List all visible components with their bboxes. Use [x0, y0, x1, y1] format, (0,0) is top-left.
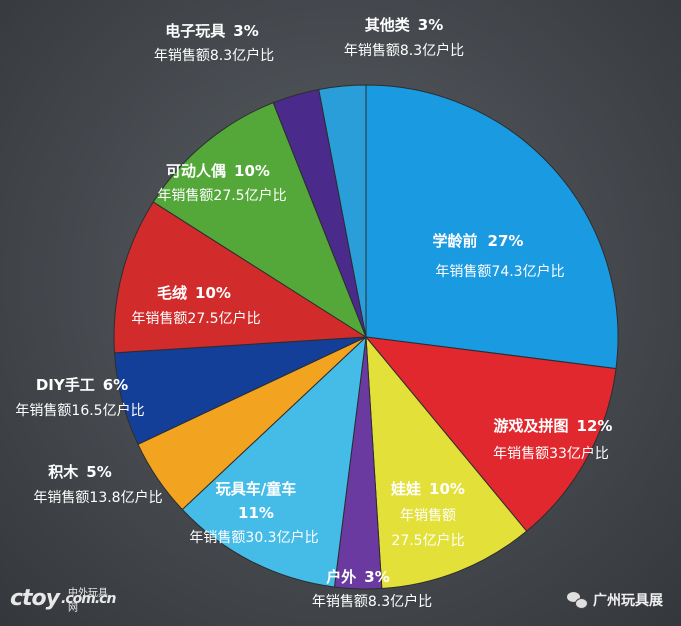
label-blocks-sales: 年销售额13.8亿户比 — [33, 489, 162, 506]
label-plush-sales: 年销售额27.5亿户比 — [131, 310, 260, 327]
pie-slice-action-figures — [152, 102, 368, 339]
label-action-figures-title: 可动人偶 10% — [166, 162, 270, 180]
label-dolls-title: 娃娃 10% — [390, 480, 465, 498]
wechat-icon — [567, 592, 588, 609]
pie-slice-games — [364, 336, 617, 532]
pie-slice-ride-on — [181, 335, 367, 588]
label-ride-on-title: 玩具车/童车 — [216, 480, 296, 498]
label-electronic-title: 电子玩具 3% — [165, 22, 258, 40]
pie-slices — [113, 84, 619, 590]
label-other-sales: 年销售额8.3亿户比 — [344, 42, 464, 59]
label-action-figures-sales: 年销售额27.5亿户比 — [157, 187, 286, 204]
wechat-account-watermark: 广州玩具展 — [567, 590, 663, 610]
label-plush-title: 毛绒 10% — [157, 284, 231, 302]
label-ride-on-sales: 年销售额30.3亿户比 — [189, 529, 318, 546]
label-games-sales: 年销售额33亿户比 — [493, 445, 609, 462]
label-diy-sales: 年销售额16.5亿户比 — [15, 402, 144, 419]
pie-slice-dolls — [365, 335, 528, 590]
label-other-title: 其他类 3% — [365, 16, 443, 34]
pie-slice-preschool — [365, 84, 619, 370]
wechat-account-name: 广州玩具展 — [593, 593, 663, 609]
label-preschool-sales: 年销售额74.3亿户比 — [435, 263, 564, 280]
pie-slice-other — [318, 84, 367, 338]
label-electronic-sales: 年销售额8.3亿户比 — [154, 47, 274, 64]
label-games-title: 游戏及拼图 12% — [494, 417, 613, 435]
label-diy-title: DIY手工 6% — [36, 376, 128, 394]
ctoy-logo: ctoy .com.cn 中外玩具网 — [10, 586, 116, 614]
label-outdoor-title: 户外 3% — [326, 568, 389, 586]
pie-labels: 学龄前 27% 年销售额74.3亿户比 游戏及拼图 12% 年销售额33亿户比 娃娃… — [15, 16, 612, 610]
label-preschool-title: 学龄前 27% — [433, 232, 524, 250]
label-dolls-sales-1: 年销售额 — [400, 508, 456, 524]
label-outdoor-sales: 年销售额8.3亿户比 — [312, 593, 432, 610]
label-ride-on-pct: 11% — [238, 504, 274, 522]
pie-slice-plush — [113, 201, 368, 354]
label-blocks-title: 积木 5% — [48, 463, 111, 481]
label-dolls-sales-2: 27.5亿户比 — [391, 532, 464, 549]
